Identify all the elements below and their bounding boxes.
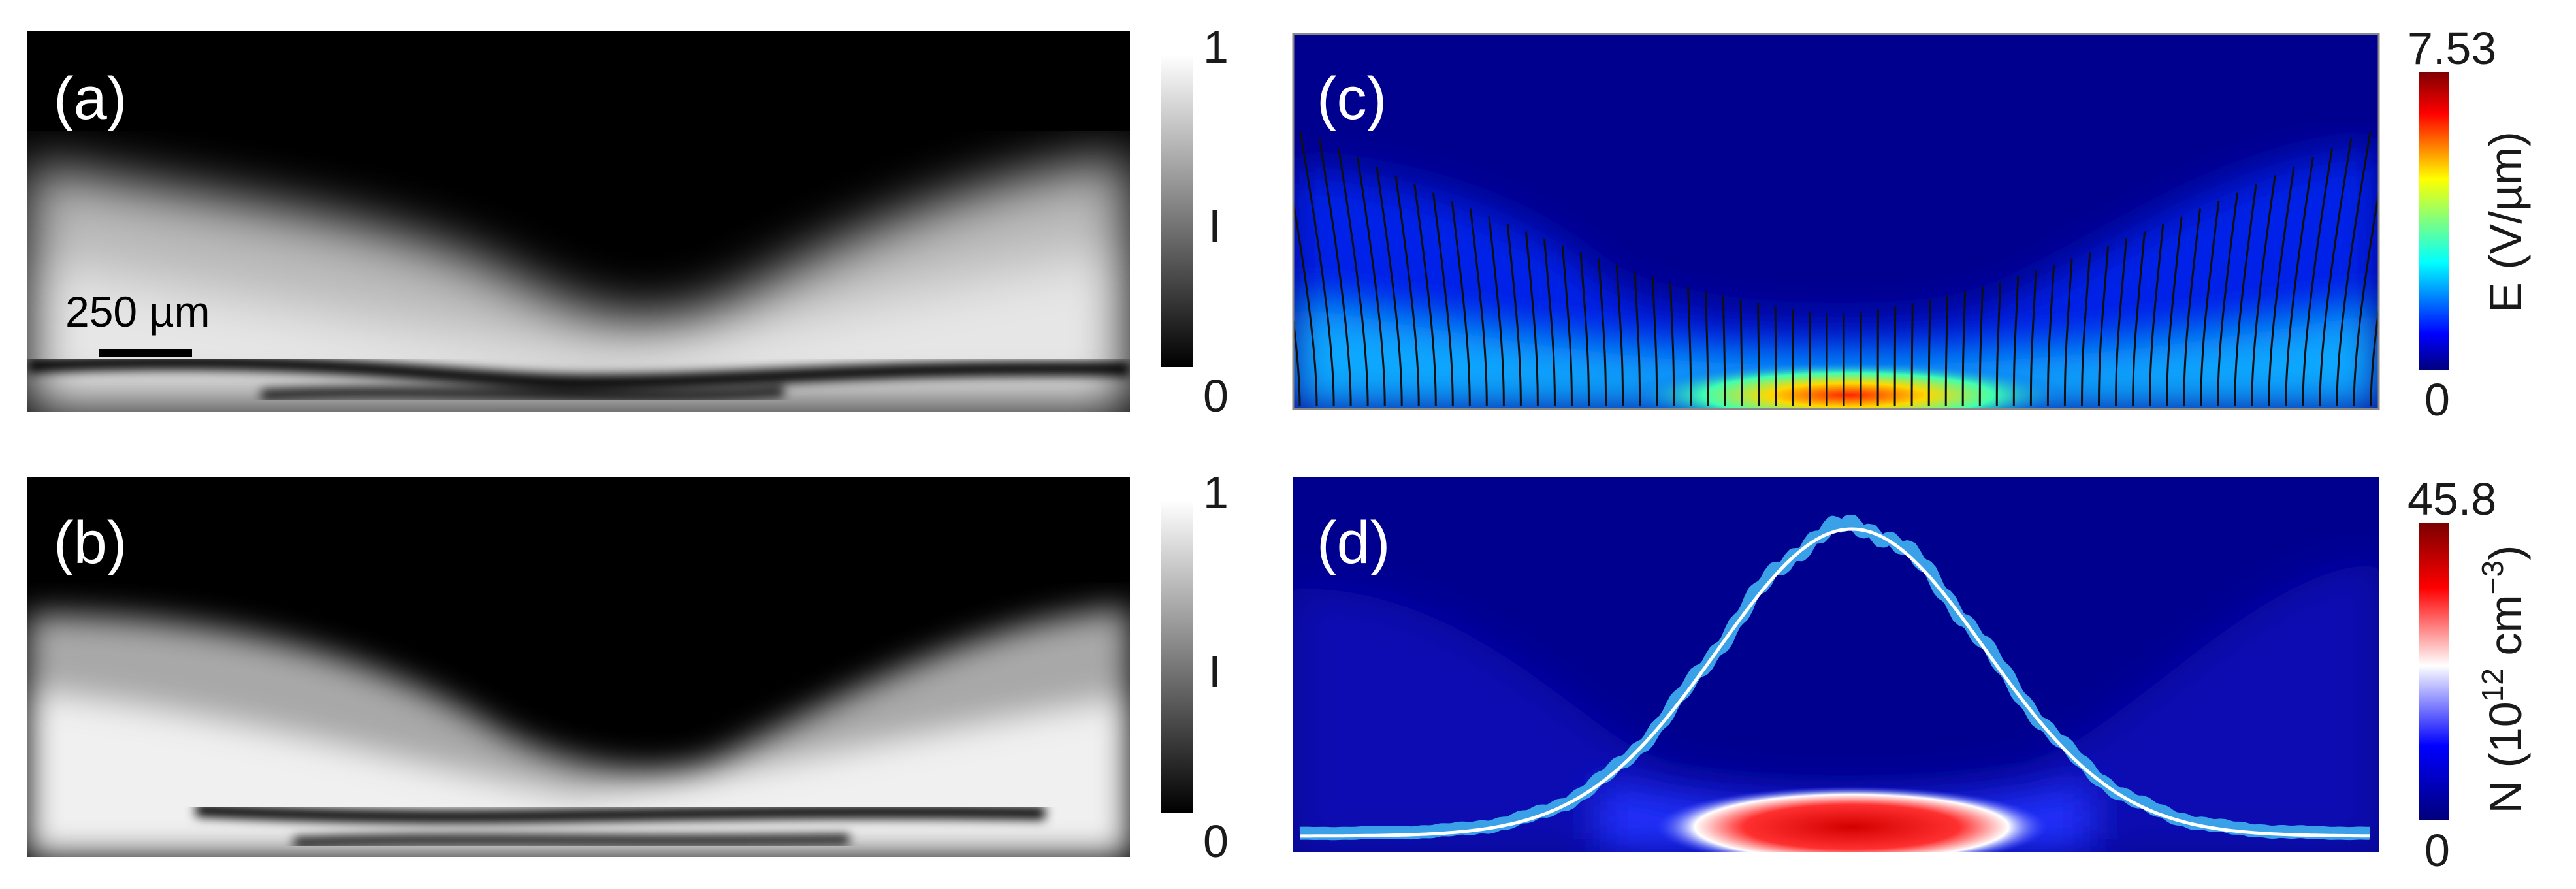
streamline — [1995, 281, 2002, 407]
colorbar-a-max: 1 — [1203, 22, 1229, 73]
colorbar-d-label: N (1012 cm−3) — [2475, 545, 2531, 814]
panel-c: (c) — [1293, 34, 2379, 409]
panel-a: 250 µm (a) — [27, 31, 1130, 412]
streamline — [1357, 157, 1386, 407]
streamline — [1651, 276, 1658, 407]
streamline — [1318, 138, 1352, 407]
panel-b-label: (b) — [54, 509, 127, 576]
streamline — [1394, 175, 1420, 407]
streamline — [1739, 299, 1743, 407]
streamline — [2029, 270, 2037, 407]
colorbar-d-gradient — [2419, 523, 2449, 820]
streamline — [1927, 299, 1931, 407]
colorbar-b-min: 0 — [1203, 816, 1229, 867]
colorbar-b-label: I — [1208, 646, 1221, 697]
streamline — [1615, 265, 1624, 407]
streamline — [2217, 192, 2239, 407]
streamline — [1961, 291, 1967, 407]
colorbar-c-min: 0 — [2424, 374, 2450, 425]
panel-d-profile-fit — [1300, 527, 2370, 838]
streamline — [1293, 312, 1301, 407]
streamline — [1634, 270, 1641, 407]
panel-c-streamlines — [1293, 131, 2379, 407]
streamline — [2063, 258, 2073, 407]
colorbar-a-gradient — [1161, 55, 1193, 367]
streamline — [2046, 265, 2055, 407]
streamline — [1451, 201, 1471, 407]
streamline — [2285, 157, 2314, 407]
panel-d-label: (d) — [1317, 509, 1390, 576]
colorbar-d: 45.8 0 N (1012 cm−3) — [2407, 474, 2531, 876]
streamline — [2268, 166, 2295, 407]
colorbar-c-max: 7.53 — [2407, 23, 2496, 74]
streamline — [1376, 166, 1403, 407]
colorbar-c-gradient — [2419, 72, 2449, 370]
colorbar-d-min: 0 — [2424, 825, 2450, 876]
streamline — [1293, 195, 1318, 407]
colorbar-c: 7.53 0 E (V/µm) — [2407, 23, 2531, 425]
streamline — [1944, 295, 1949, 407]
streamline — [2234, 184, 2257, 407]
panel-c-frame — [1292, 33, 2380, 410]
streamline — [2353, 187, 2379, 407]
panel-a-scale-bar: 250 µm — [65, 287, 210, 357]
streamline — [2302, 148, 2333, 407]
streamline — [1543, 238, 1556, 407]
streamline — [1524, 231, 1539, 407]
panel-c-field-glow — [1293, 150, 2379, 409]
streamline — [1413, 184, 1437, 407]
colorbar-c-label: E (V/µm) — [2480, 131, 2531, 313]
streamline — [1669, 281, 1675, 407]
streamline — [2115, 238, 2128, 407]
panel-d-hotspot — [1656, 786, 2048, 852]
scale-bar-label: 250 µm — [65, 287, 210, 336]
colorbar-d-max: 45.8 — [2407, 474, 2496, 525]
panel-a-label: (a) — [54, 65, 127, 132]
streamline — [2183, 208, 2201, 407]
streamline — [1704, 291, 1709, 407]
panel-c-hotspot — [1626, 361, 2070, 409]
colorbar-b-gradient — [1161, 500, 1193, 813]
streamline — [2132, 231, 2146, 407]
streamline — [1722, 295, 1726, 407]
streamline — [2319, 138, 2353, 407]
streamline — [1687, 286, 1692, 407]
streamline — [1338, 148, 1369, 407]
panel-a-fringes — [27, 355, 1130, 402]
streamline — [1299, 131, 1335, 407]
streamline — [1488, 216, 1505, 407]
colorbar-b: 1 0 I — [1161, 467, 1229, 867]
colorbar-b-max: 1 — [1203, 467, 1229, 518]
streamline — [2166, 216, 2183, 407]
streamline — [1978, 286, 1984, 407]
streamline — [1470, 208, 1488, 407]
streamline — [1506, 224, 1522, 407]
streamline — [1561, 245, 1573, 407]
panel-b: (b) — [27, 477, 1130, 857]
streamline — [2200, 201, 2220, 407]
streamline — [2012, 276, 2020, 407]
colorbar-a-label: I — [1208, 201, 1221, 251]
streamline — [2251, 175, 2276, 407]
streamline — [2098, 245, 2110, 407]
streamline — [1757, 303, 1760, 407]
streamline — [2336, 131, 2372, 407]
streamline — [1598, 258, 1607, 407]
streamline — [1774, 306, 1777, 407]
streamline — [1432, 192, 1454, 407]
streamline — [2149, 224, 2165, 407]
panel-c-label: (c) — [1317, 65, 1387, 132]
colorbar-a: 1 0 I — [1161, 22, 1229, 421]
panel-b-fringes — [195, 803, 1046, 847]
panel-d: (d) — [1293, 477, 2379, 852]
streamline — [1579, 252, 1590, 407]
streamline — [2081, 252, 2091, 407]
colorbar-a-min: 0 — [1203, 370, 1229, 421]
streamline — [2370, 302, 2379, 407]
